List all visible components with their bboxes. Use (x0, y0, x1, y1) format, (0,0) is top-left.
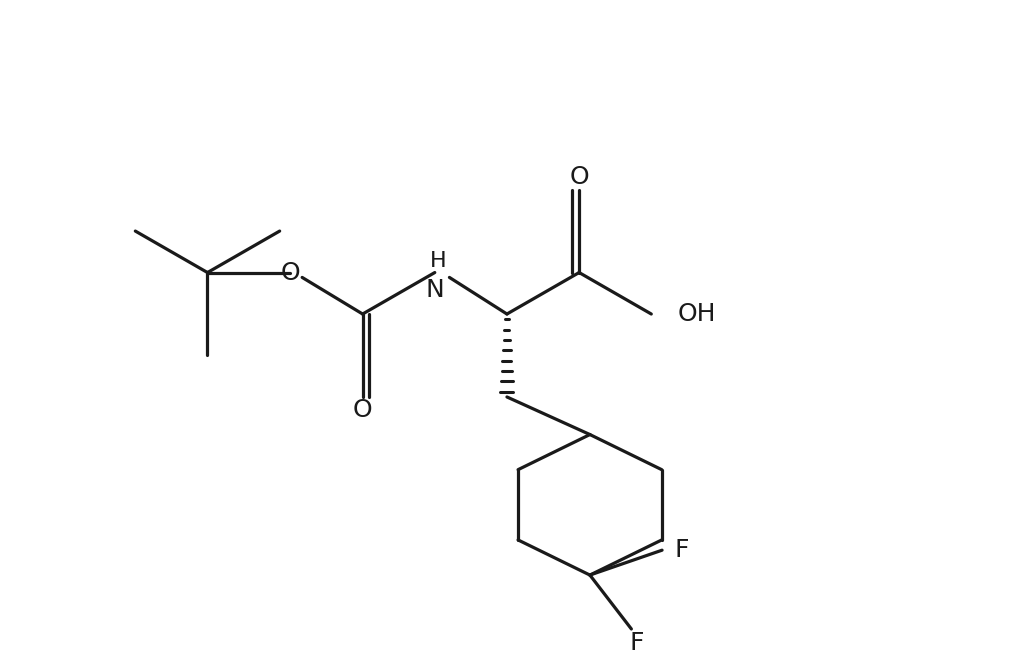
Text: O: O (569, 165, 589, 189)
Text: F: F (675, 538, 689, 562)
Text: OH: OH (678, 302, 716, 326)
Text: F: F (629, 631, 644, 655)
Text: O: O (353, 398, 372, 422)
Text: H: H (430, 251, 447, 271)
Text: O: O (281, 261, 300, 284)
Text: N: N (425, 278, 445, 302)
